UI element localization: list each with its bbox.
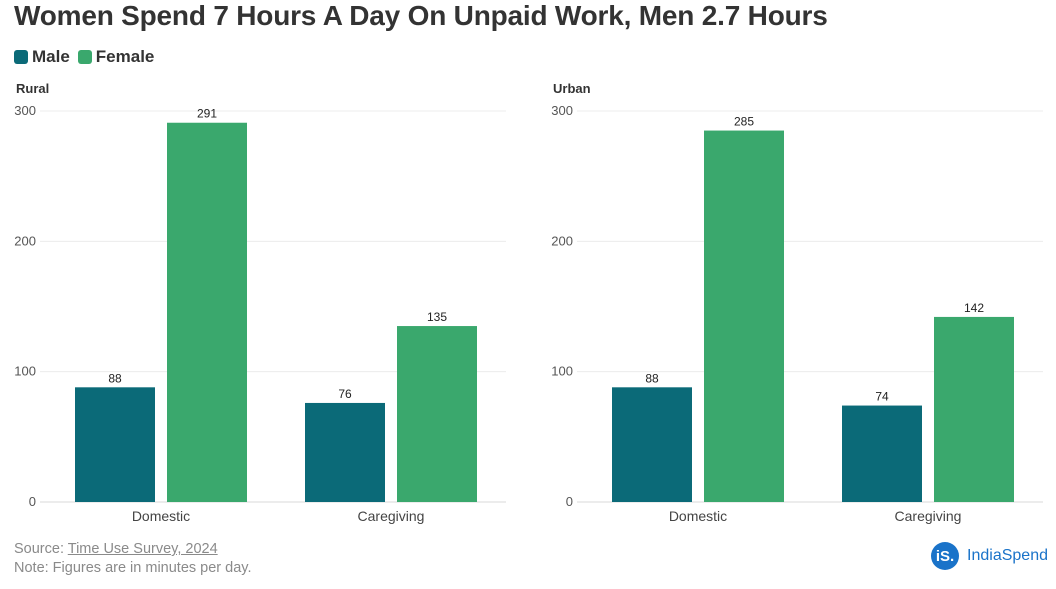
- y-tick-label: 300: [551, 103, 573, 118]
- y-tick-label: 200: [551, 233, 573, 248]
- data-label: 285: [734, 115, 754, 129]
- y-tick-label: 0: [566, 494, 573, 509]
- footer: Source: Time Use Survey, 2024 Note: Figu…: [14, 540, 251, 578]
- legend-label-female: Female: [95, 47, 155, 66]
- y-tick-label: 0: [29, 494, 36, 509]
- y-tick-label: 100: [551, 364, 573, 379]
- brand-name: IndiaSpend: [967, 547, 1048, 564]
- data-label: 135: [427, 310, 447, 324]
- note-line: Note: Figures are in minutes per day.: [14, 560, 252, 576]
- source-prefix: Source:: [14, 541, 68, 557]
- bar: [305, 402, 385, 502]
- data-label: 74: [875, 390, 889, 404]
- legend-item-male[interactable]: Male: [14, 47, 70, 67]
- source-line: Source: Time Use Survey, 2024: [14, 540, 251, 559]
- data-label: 76: [338, 387, 352, 401]
- bar: [842, 405, 922, 502]
- legend: Male Female: [14, 47, 154, 67]
- legend-swatch-female: [77, 50, 92, 64]
- y-tick-label: 100: [14, 364, 36, 379]
- bar: [704, 130, 784, 503]
- legend-item-female[interactable]: Female: [77, 47, 155, 67]
- bar: [612, 387, 692, 502]
- legend-label-male: Male: [32, 47, 70, 66]
- x-tick-label: Domestic: [132, 508, 190, 524]
- bar: [397, 326, 477, 502]
- bar: [75, 387, 155, 502]
- data-label: 88: [645, 371, 659, 385]
- data-label: 291: [197, 107, 217, 121]
- source-link[interactable]: Time Use Survey, 2024: [67, 541, 218, 557]
- bar: [934, 316, 1014, 502]
- y-tick-label: 200: [14, 233, 36, 248]
- chart-title: Women Spend 7 Hours A Day On Unpaid Work…: [14, 0, 828, 31]
- indiaspend-logo-icon: iS.: [931, 542, 960, 570]
- x-tick-label: Domestic: [669, 508, 727, 524]
- y-tick-label: 300: [14, 103, 36, 118]
- x-tick-label: Caregiving: [358, 508, 425, 524]
- bar: [167, 122, 247, 502]
- panel-title: Rural: [16, 81, 49, 96]
- data-label: 88: [108, 371, 122, 385]
- panel-title: Urban: [553, 81, 591, 96]
- data-label: 142: [964, 301, 984, 315]
- legend-swatch-male: [14, 50, 28, 64]
- x-tick-label: Caregiving: [895, 508, 962, 524]
- brand-logo[interactable]: iS. IndiaSpend: [931, 542, 1048, 570]
